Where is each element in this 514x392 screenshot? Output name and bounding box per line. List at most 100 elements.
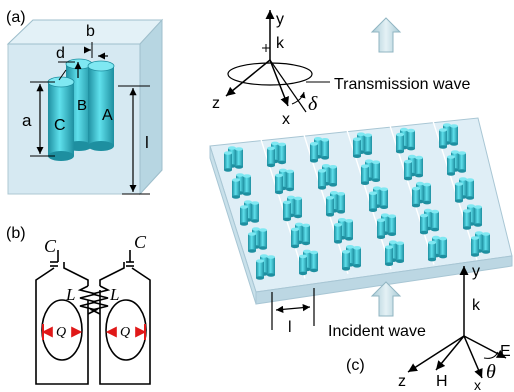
- cell-cylinder-C: [455, 182, 463, 203]
- dimension-b: b: [83, 23, 108, 60]
- unit-cell: [463, 204, 482, 230]
- bottom-axis-x: x: [474, 377, 481, 392]
- left-capacitor-label: C: [44, 236, 57, 256]
- cell-cylinder-C: [471, 236, 479, 257]
- cell-cylinder-A: [267, 255, 275, 277]
- unit-cell: [283, 195, 302, 222]
- bottom-axis-z: z: [398, 373, 406, 390]
- cell-cylinder-A: [407, 128, 415, 151]
- bottom-axis-E: E: [500, 343, 511, 360]
- cell-cylinder-C: [369, 191, 377, 212]
- period-label: l: [288, 319, 292, 336]
- cell-cylinder-C: [377, 218, 385, 239]
- unit-cell: [396, 127, 415, 154]
- unit-cell: [404, 154, 423, 181]
- cell-cylinder-C: [326, 196, 334, 217]
- period-dimension: [271, 288, 315, 330]
- cell-cylinder-C: [385, 245, 393, 267]
- unit-cell: [471, 231, 490, 257]
- right-capacitor-label: C: [134, 232, 147, 252]
- unit-cell: [299, 249, 318, 276]
- cell-cylinder-C: [420, 213, 428, 235]
- cell-cylinder-C: [412, 186, 420, 208]
- bottom-axis-angle: θ: [486, 361, 496, 383]
- cell-cylinder-C: [275, 173, 283, 195]
- cell-cylinder-A: [321, 138, 329, 160]
- cell-cylinder-C: [353, 137, 361, 158]
- cell-cylinder-A: [415, 155, 423, 178]
- top-axis-z: z: [212, 95, 220, 112]
- cell-cylinder-A: [431, 209, 439, 232]
- unit-cell: [439, 123, 458, 149]
- cell-cylinder-A: [380, 187, 388, 209]
- transmission-label: Transmission wave: [334, 76, 470, 93]
- incident-label: Incident wave: [328, 323, 426, 340]
- cell-cylinder-A: [423, 182, 431, 205]
- transmission-arrow: [370, 17, 402, 53]
- cell-cylinder-A: [243, 174, 251, 196]
- bottom-axes: [407, 266, 507, 379]
- unit-cell: [369, 186, 388, 212]
- unit-cell: [361, 159, 380, 185]
- cell-cylinder-C: [342, 250, 350, 271]
- dimension-a: a: [22, 81, 55, 157]
- panel-b: (b) C L Q C L Q: [6, 225, 151, 385]
- cell-cylinder-C: [439, 128, 447, 149]
- cell-cylinder-C: [232, 178, 240, 199]
- cell-cylinder-A: [458, 151, 466, 173]
- bottom-axis-k: k: [472, 297, 481, 314]
- unit-cell: [256, 254, 275, 280]
- cell-cylinder-C: [334, 223, 342, 244]
- cell-cylinder-A: [466, 178, 474, 200]
- cell-cylinder-C: [404, 159, 412, 181]
- cell-cylinder-C: [248, 232, 256, 253]
- dimension-l: l: [118, 85, 150, 195]
- cell-cylinder-A: [329, 165, 337, 187]
- unit-cell: [267, 141, 286, 168]
- cell-cylinder-C: [318, 169, 326, 190]
- cell-cylinder-A: [353, 246, 361, 268]
- left-charge-label: Q: [56, 325, 66, 340]
- unit-cell: [275, 168, 294, 195]
- cell-cylinder-C: [240, 205, 248, 226]
- cell-cylinder-A: [482, 232, 490, 254]
- lc-circuit-right: [89, 250, 151, 385]
- unit-cell: [377, 213, 396, 239]
- unit-cell: [342, 245, 361, 271]
- cell-cylinder-C: [361, 164, 369, 185]
- unit-cell: [428, 235, 447, 262]
- label-l: l: [145, 133, 149, 152]
- cell-cylinder-A: [286, 169, 294, 192]
- cell-cylinder-C: [224, 151, 232, 172]
- cell-cylinder-A: [310, 250, 318, 273]
- unit-cell: [248, 227, 267, 253]
- cell-cylinder-A: [302, 223, 310, 246]
- cell-cylinder-A: [235, 147, 243, 169]
- panel-a-tag: (a): [6, 9, 26, 26]
- top-axes: [225, 10, 330, 113]
- left-inductor-label: L: [65, 285, 75, 304]
- cell-cylinder-A: [278, 142, 286, 165]
- panel-c-tag: (c): [346, 357, 365, 374]
- unit-cell: [240, 200, 259, 226]
- label-d: d: [56, 45, 65, 62]
- cell-cylinder-A: [364, 133, 372, 155]
- bottom-axis-y: y: [472, 263, 480, 280]
- cell-cylinder-A: [396, 241, 404, 264]
- unit-cell: [232, 173, 251, 199]
- label-B: B: [77, 97, 87, 114]
- top-axis-y: y: [276, 11, 284, 28]
- top-axis-x: x: [282, 111, 290, 128]
- cell-cylinder-A: [474, 205, 482, 227]
- unit-cell: [334, 218, 353, 244]
- label-A: A: [102, 107, 113, 124]
- lc-circuit-left: [35, 250, 99, 385]
- cell-cylinder-C: [463, 209, 471, 230]
- top-axis-k: k: [276, 35, 285, 52]
- right-inductor-label: L: [109, 285, 119, 304]
- cell-cylinder-C: [447, 155, 455, 176]
- cell-cylinder-A: [251, 201, 259, 223]
- cell-cylinder-C: [267, 146, 275, 168]
- cylinder-A: [87, 60, 115, 151]
